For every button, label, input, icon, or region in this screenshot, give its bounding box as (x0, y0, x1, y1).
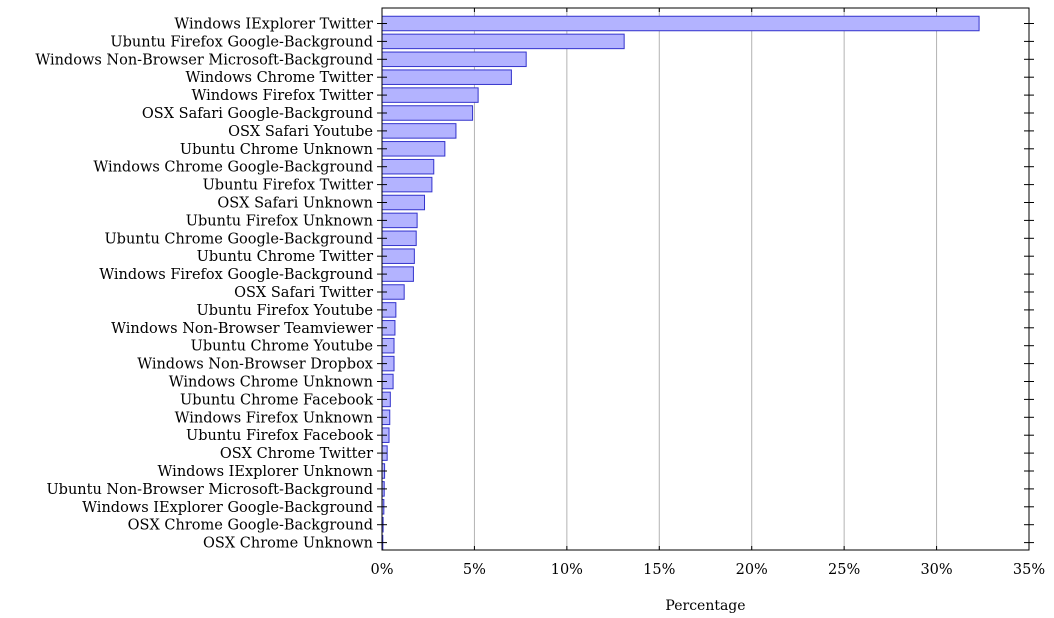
x-tick-label: 20% (736, 562, 768, 578)
category-label: Windows IExplorer Unknown (158, 464, 373, 480)
category-label: Ubuntu Chrome Facebook (180, 392, 373, 408)
category-label: OSX Safari Unknown (217, 196, 373, 212)
category-label: OSX Safari Google-Background (142, 106, 373, 122)
category-label: Ubuntu Chrome Youtube (191, 339, 373, 355)
category-label: Windows Non-Browser Dropbox (137, 357, 373, 373)
category-label: Windows Firefox Twitter (191, 88, 373, 104)
category-label: Windows Chrome Twitter (185, 70, 373, 86)
category-label: OSX Chrome Unknown (203, 536, 373, 552)
bar (381, 87, 479, 103)
x-tick-label: 25% (828, 562, 860, 578)
category-label: Ubuntu Firefox Facebook (186, 428, 373, 444)
bar (381, 176, 433, 193)
category-label: Windows Chrome Google-Background (93, 160, 373, 176)
bar (381, 212, 418, 229)
bars (381, 15, 980, 551)
x-tick-label: 10% (551, 562, 583, 578)
category-label: OSX Safari Youtube (228, 124, 373, 140)
category-label: Windows Non-Browser Teamviewer (111, 321, 373, 337)
category-label: Ubuntu Firefox Unknown (186, 213, 373, 229)
bar (381, 230, 417, 247)
bar (381, 158, 435, 175)
x-tick-label: 35% (1013, 562, 1045, 578)
category-label: Windows Firefox Google-Background (99, 267, 373, 283)
category-label: Windows IExplorer Twitter (174, 17, 373, 33)
x-axis-title: Percentage (665, 598, 745, 614)
category-label: Windows IExplorer Google-Background (82, 500, 373, 516)
category-label: Ubuntu Firefox Twitter (203, 178, 373, 194)
plot-frame (381, 7, 1030, 551)
bar (381, 69, 512, 85)
x-tick-label: 5% (463, 562, 486, 578)
category-label: Ubuntu Non-Browser Microsoft-Background (46, 482, 373, 498)
category-label: OSX Chrome Twitter (220, 446, 373, 462)
bar (381, 33, 625, 50)
x-tick-label: 30% (920, 562, 952, 578)
x-tick-label: 15% (643, 562, 675, 578)
category-label: Windows Non-Browser Microsoft-Background (35, 52, 373, 68)
bar (381, 51, 527, 68)
bar (381, 141, 446, 157)
category-label: OSX Chrome Google-Background (128, 518, 373, 534)
category-label: Ubuntu Firefox Youtube (197, 303, 373, 319)
category-label: Windows Firefox Unknown (175, 410, 373, 426)
category-label: OSX Safari Twitter (234, 285, 373, 301)
grid-lines (473, 8, 938, 550)
category-label: Windows Chrome Unknown (169, 375, 373, 391)
bar (381, 194, 426, 211)
y-ticks (377, 23, 1034, 544)
category-label: Ubuntu Chrome Google-Background (104, 231, 373, 247)
category-label: Ubuntu Chrome Twitter (197, 249, 373, 265)
x-tick-label: 0% (370, 562, 393, 578)
bar (381, 15, 980, 32)
category-label: Ubuntu Chrome Unknown (180, 142, 373, 158)
bar (381, 123, 457, 139)
x-ticks: 0% 5% 10% 15% 20% 25% 30% 35% (370, 8, 1045, 578)
bar (381, 105, 474, 121)
category-label: Ubuntu Firefox Google-Background (110, 34, 373, 50)
